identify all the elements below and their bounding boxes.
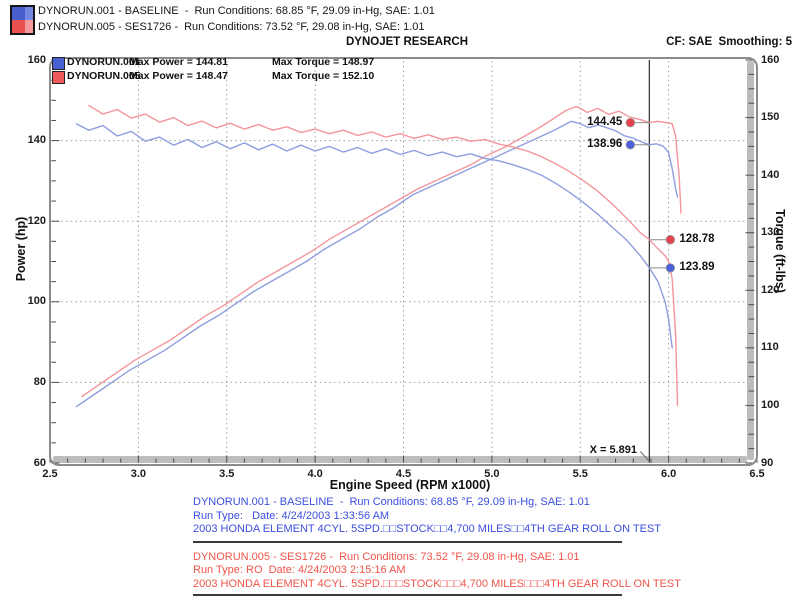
x-tick-label: 2.5 (30, 468, 70, 480)
ses1726-vehicle-description: 2003 HONDA ELEMENT 4CYL. 5SPD.□□□STOCK□□… (193, 578, 681, 592)
legend-max-torque: Max Torque = 148.97 (272, 56, 374, 68)
torque-tick-label: 90 (761, 457, 800, 469)
torque-tick-label: 140 (761, 169, 800, 181)
plot-frame (50, 58, 757, 465)
power-tick-label: 60 (12, 457, 46, 469)
baseline-legend-swatch (52, 57, 65, 70)
cursor-marker-dot (626, 140, 635, 149)
axis-band-right (747, 61, 754, 460)
x-tick-label: 4.5 (384, 468, 424, 480)
ses1726-legend-swatch (52, 71, 65, 84)
x-tick-label: 6.0 (649, 468, 689, 480)
x-tick-label: 5.5 (560, 468, 600, 480)
dyno-chart-window: DYNORUN.001 - BASELINE - Run Conditions:… (0, 0, 800, 600)
torque-curve-dynorun.005 (89, 106, 678, 406)
torque-tick-label: 130 (761, 226, 800, 238)
footer-divider (193, 594, 622, 596)
cursor-readout-power: 138.96 (560, 138, 622, 150)
power-axis-title: Power (hp) (14, 194, 28, 304)
torque-curve-dynorun.001 (77, 124, 673, 348)
cursor-readout-torque: 123.89 (679, 261, 714, 273)
baseline-vehicle-description: 2003 HONDA ELEMENT 4CYL. 5SPD.□□STOCK□□4… (193, 523, 681, 537)
ses1726-run-type-date: Run Type: RO Date: 4/24/2003 2:15:16 AM (193, 564, 681, 578)
cursor-x-label: X = 5.891 (557, 444, 637, 456)
legend-max-torque: Max Torque = 152.10 (272, 70, 374, 82)
cursor-readout-power: 144.45 (560, 116, 622, 128)
torque-tick-label: 160 (761, 54, 800, 66)
cursor-marker-dot (666, 235, 675, 244)
rpm-axis-title: Engine Speed (RPM x1000) (260, 478, 560, 492)
cursor-marker-dot (626, 118, 635, 127)
axis-band-bottom (53, 456, 747, 463)
run-info-footer: DYNORUN.001 - BASELINE - Run Conditions:… (193, 496, 681, 600)
baseline-conditions: DYNORUN.001 - BASELINE - Run Conditions:… (193, 496, 681, 510)
legend-run-name: DYNORUN.005 (67, 70, 129, 82)
ses1726-conditions: DYNORUN.005 - SES1726 - Run Conditions: … (193, 551, 681, 565)
power-tick-label: 140 (12, 134, 46, 146)
x-tick-label: 5.0 (472, 468, 512, 480)
x-tick-label: 3.0 (118, 468, 158, 480)
power-curve-dynorun.001 (77, 121, 678, 406)
power-tick-label: 80 (12, 376, 46, 388)
footer-divider (193, 541, 622, 543)
legend-max-power: Max Power = 144.81 (129, 56, 272, 68)
power-tick-label: 120 (12, 215, 46, 227)
torque-tick-label: 120 (761, 284, 800, 296)
cursor-readout-torque: 128.78 (679, 233, 714, 245)
legend-run-name: DYNORUN.001 (67, 56, 129, 68)
x-tick-label: 3.5 (207, 468, 247, 480)
cursor-marker-dot (666, 264, 675, 273)
torque-tick-label: 110 (761, 341, 800, 353)
x-tick-label: 4.0 (295, 468, 335, 480)
x-tick-label: 6.5 (737, 468, 777, 480)
legend-max-power: Max Power = 148.47 (129, 70, 272, 82)
baseline-run-type-date: Run Type: Date: 4/24/2003 1:33:56 AM (193, 510, 681, 524)
power-tick-label: 160 (12, 54, 46, 66)
torque-tick-label: 150 (761, 111, 800, 123)
power-tick-label: 100 (12, 295, 46, 307)
torque-tick-label: 100 (761, 399, 800, 411)
